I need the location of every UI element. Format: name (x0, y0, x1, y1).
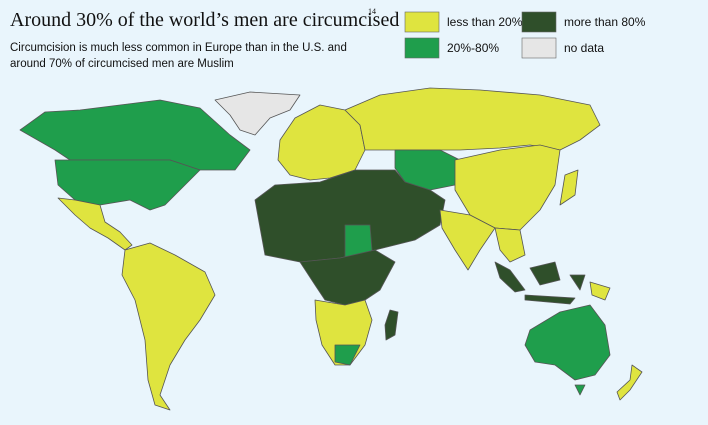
legend-label: no data (564, 41, 604, 55)
region (334, 344, 361, 366)
region (54, 159, 201, 211)
region (524, 304, 611, 396)
legend: less than 20% 20%-80% more than 80% no data (404, 11, 646, 59)
region (439, 209, 496, 271)
subtitle: Circumcision is much less common in Euro… (10, 42, 347, 54)
legend-label: more than 80% (564, 15, 646, 29)
region (616, 364, 643, 401)
region (277, 104, 366, 181)
footnote: 14 (368, 7, 376, 16)
legend-label: 20%-80% (447, 41, 499, 55)
region (454, 144, 561, 231)
region (494, 227, 526, 263)
title: Around 30% of the world’s men are circum… (10, 9, 399, 31)
region (299, 249, 396, 306)
regions (19, 87, 643, 411)
legend-label: less than 20% (447, 15, 523, 29)
region (384, 309, 399, 341)
region (57, 197, 133, 251)
region (214, 91, 301, 136)
region (589, 281, 611, 301)
region (394, 149, 461, 191)
region (559, 169, 579, 206)
legend-swatch (521, 11, 557, 33)
legend-swatch (404, 11, 440, 33)
region (121, 242, 216, 411)
region (494, 261, 586, 305)
legend-swatch (404, 37, 440, 59)
subtitle: around 70% of circumcised men are Muslim (10, 58, 234, 70)
legend-swatch (521, 37, 557, 59)
